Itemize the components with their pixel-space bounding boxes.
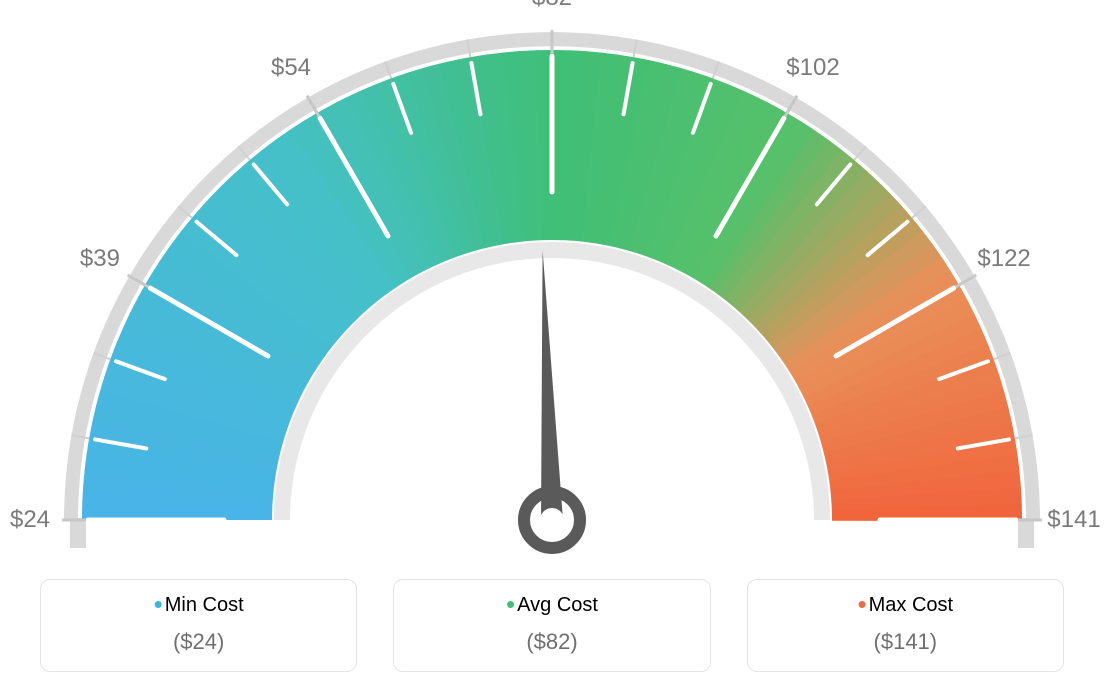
gauge-tick-label: $82	[532, 0, 572, 12]
gauge-tick-label: $141	[1047, 506, 1100, 534]
legend-card-avg: • Avg Cost ($82)	[393, 579, 710, 673]
legend-title-avg: • Avg Cost	[506, 594, 598, 617]
gauge-chart: $24 $39 $54 $82 $102 $122 $141	[0, 0, 1104, 560]
legend-dot-min: •	[154, 594, 163, 614]
legend-dot-max: •	[858, 594, 867, 614]
gauge-tick-label: $39	[80, 245, 120, 273]
legend-title-min: • Min Cost	[154, 594, 244, 617]
legend-value-max: ($141)	[758, 629, 1053, 655]
gauge-tick-label: $122	[977, 245, 1030, 273]
gauge-tick-label: $24	[10, 506, 50, 534]
gauge-tick-label: $102	[786, 54, 839, 82]
legend-dot-avg: •	[506, 594, 515, 614]
legend-value-min: ($24)	[51, 629, 346, 655]
legend-card-max: • Max Cost ($141)	[747, 579, 1064, 673]
legend-row: • Min Cost ($24) • Avg Cost ($82) • Max …	[0, 579, 1104, 673]
legend-label-min: Min Cost	[165, 594, 244, 617]
legend-card-min: • Min Cost ($24)	[40, 579, 357, 673]
legend-title-max: • Max Cost	[858, 594, 954, 617]
legend-label-avg: Avg Cost	[517, 594, 598, 617]
gauge-svg	[0, 0, 1104, 560]
legend-value-avg: ($82)	[404, 629, 699, 655]
legend-label-max: Max Cost	[869, 594, 953, 617]
gauge-tick-label: $54	[271, 54, 311, 82]
